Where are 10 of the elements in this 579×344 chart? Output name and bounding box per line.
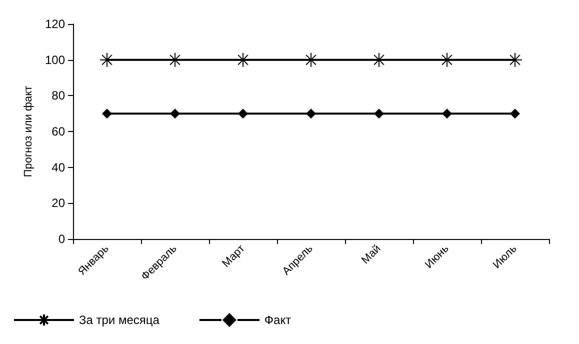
y-tick-label: 40 — [52, 160, 66, 174]
y-tick-label: 60 — [52, 124, 66, 138]
y-tick-label: 80 — [52, 88, 66, 103]
legend-label: За три месяца — [79, 313, 160, 327]
y-tick-label: 0 — [58, 232, 66, 246]
y-tick-label: 20 — [52, 196, 66, 210]
legend-label: Факт — [264, 313, 292, 327]
y-tick-label: 120 — [44, 17, 66, 31]
y-axis-title: Прогноз или факт — [22, 86, 35, 178]
y-tick-label: 100 — [44, 52, 66, 67]
